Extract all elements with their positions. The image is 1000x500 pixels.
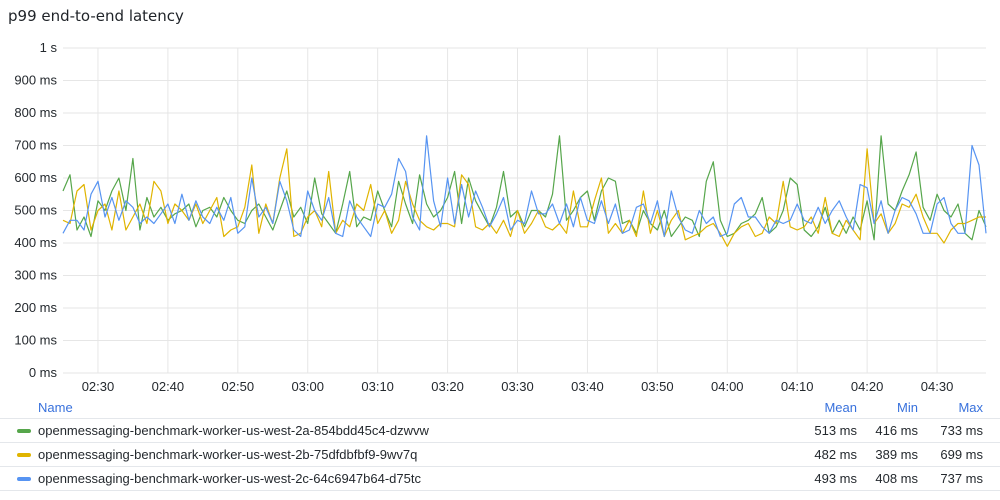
series-max: 733 ms	[940, 423, 983, 438]
x-tick-label: 04:00	[711, 379, 744, 394]
x-tick-label: 03:00	[291, 379, 324, 394]
x-tick-label: 03:50	[641, 379, 674, 394]
x-tick-label: 04:30	[921, 379, 954, 394]
x-tick-label: 03:30	[501, 379, 534, 394]
series-min: 416 ms	[875, 423, 918, 438]
series-min: 389 ms	[875, 447, 918, 462]
x-tick-label: 04:10	[781, 379, 814, 394]
panel-title: p99 end-to-end latency	[8, 7, 184, 25]
y-tick-label: 500 ms	[14, 203, 57, 218]
y-tick-label: 700 ms	[14, 138, 57, 153]
legend-table: Name Mean Min Max openmessaging-benchmar…	[0, 396, 1000, 491]
series-color-swatch[interactable]	[17, 429, 31, 433]
legend-header-name[interactable]: Name	[38, 400, 73, 415]
y-tick-label: 900 ms	[14, 73, 57, 88]
series-max: 737 ms	[940, 471, 983, 486]
legend-header-max[interactable]: Max	[958, 400, 983, 415]
y-tick-label: 1 s	[40, 40, 58, 55]
y-tick-label: 800 ms	[14, 105, 57, 120]
legend-row[interactable]: openmessaging-benchmark-worker-us-west-2…	[0, 467, 1000, 491]
series-line	[62, 135, 987, 238]
series-line	[62, 135, 987, 241]
legend-header-min[interactable]: Min	[897, 400, 918, 415]
x-tick-label: 04:20	[851, 379, 884, 394]
y-tick-label: 600 ms	[14, 170, 57, 185]
series-name[interactable]: openmessaging-benchmark-worker-us-west-2…	[38, 471, 421, 486]
x-tick-label: 03:20	[431, 379, 464, 394]
y-tick-label: 0 ms	[29, 365, 58, 380]
legend-header: Name Mean Min Max	[0, 396, 1000, 419]
series-name[interactable]: openmessaging-benchmark-worker-us-west-2…	[38, 447, 418, 462]
x-axis: 02:30 02:40 02:50 03:00 03:10 03:20 03:30 03:40…	[82, 379, 954, 394]
chart-grid	[63, 47, 986, 374]
legend-header-mean[interactable]: Mean	[824, 400, 857, 415]
series-color-swatch[interactable]	[17, 477, 31, 481]
y-tick-label: 100 ms	[14, 333, 57, 348]
chart-series	[62, 135, 987, 247]
series-max: 699 ms	[940, 447, 983, 462]
series-mean: 482 ms	[814, 447, 857, 462]
x-tick-label: 02:50	[222, 379, 255, 394]
x-tick-label: 02:30	[82, 379, 115, 394]
y-axis: 0 ms 100 ms 200 ms 300 ms 400 ms 500 ms 600 ms…	[14, 40, 57, 380]
series-color-swatch[interactable]	[17, 453, 31, 457]
legend-row[interactable]: openmessaging-benchmark-worker-us-west-2…	[0, 419, 1000, 443]
x-tick-label: 03:10	[361, 379, 394, 394]
y-tick-label: 300 ms	[14, 268, 57, 283]
x-tick-label: 03:40	[571, 379, 604, 394]
y-tick-label: 400 ms	[14, 235, 57, 250]
series-min: 408 ms	[875, 471, 918, 486]
legend-row[interactable]: openmessaging-benchmark-worker-us-west-2…	[0, 443, 1000, 467]
series-mean: 513 ms	[814, 423, 857, 438]
series-name[interactable]: openmessaging-benchmark-worker-us-west-2…	[38, 423, 429, 438]
x-tick-label: 02:40	[152, 379, 185, 394]
series-line	[62, 148, 986, 247]
series-mean: 493 ms	[814, 471, 857, 486]
latency-chart[interactable]: 0 ms 100 ms 200 ms 300 ms 400 ms 500 ms 600 ms…	[0, 0, 1000, 396]
y-tick-label: 200 ms	[14, 300, 57, 315]
